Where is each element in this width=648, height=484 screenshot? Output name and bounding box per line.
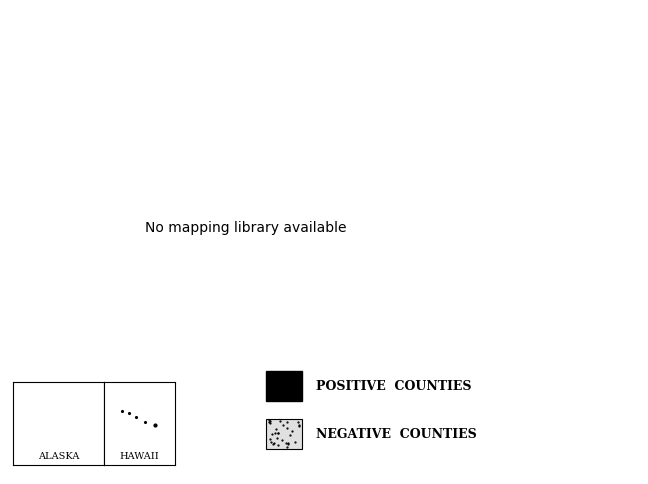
Text: No mapping library available: No mapping library available: [146, 221, 347, 234]
Bar: [266, 371, 302, 401]
Text: ALASKA: ALASKA: [38, 451, 79, 460]
Text: POSITIVE  COUNTIES: POSITIVE COUNTIES: [316, 379, 472, 393]
Text: NEGATIVE  COUNTIES: NEGATIVE COUNTIES: [316, 427, 477, 440]
Text: HAWAII: HAWAII: [119, 451, 159, 460]
Bar: [266, 419, 302, 449]
